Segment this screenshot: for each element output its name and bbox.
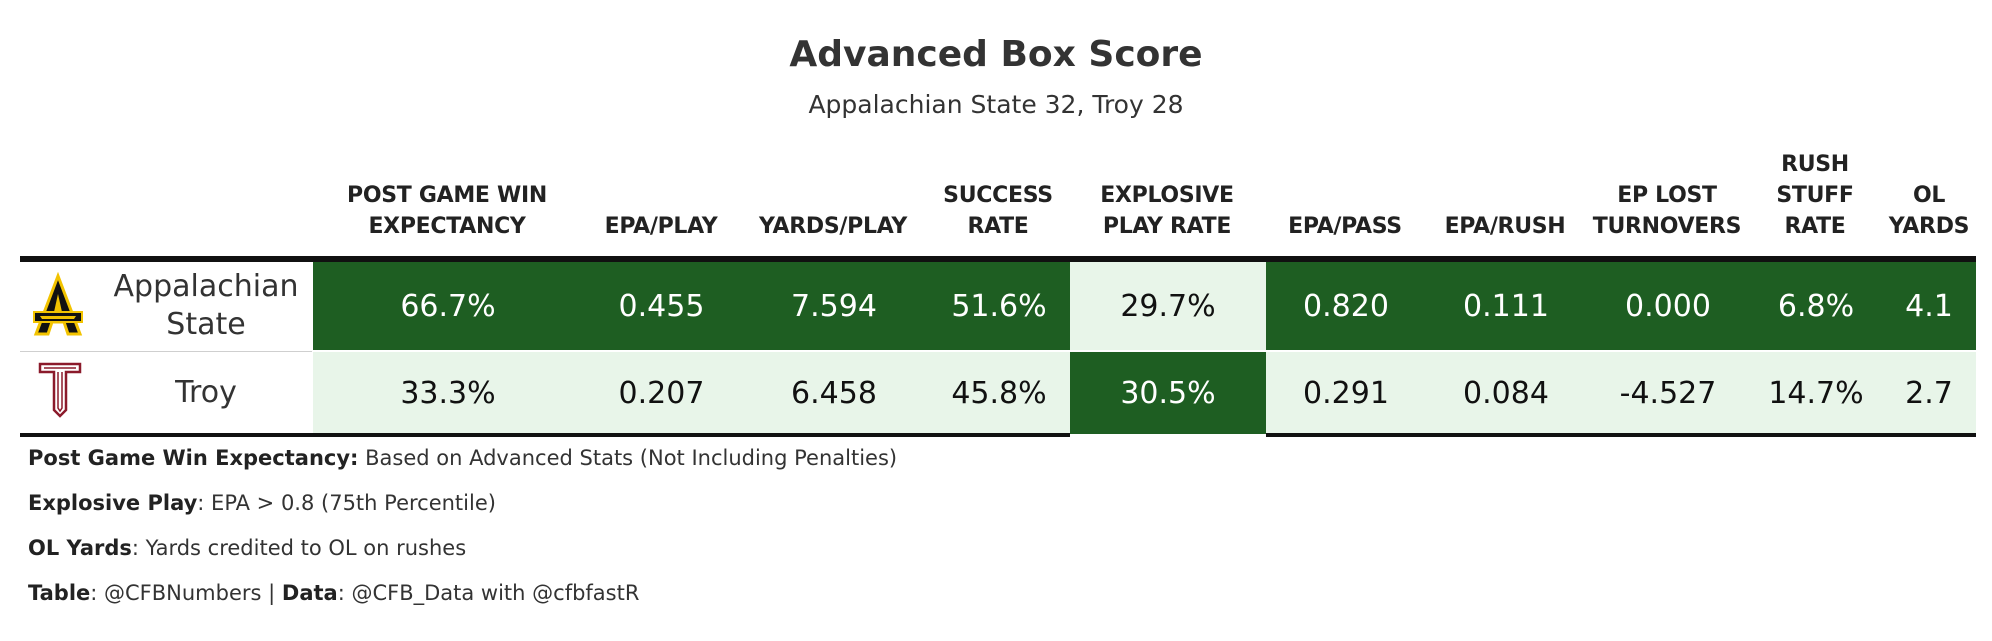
table-cell: 66.7%: [313, 262, 583, 350]
table-cell: 30.5%: [1070, 352, 1266, 434]
header-ol-yards: OL YARDS: [1888, 183, 1970, 239]
table-cell: 0.291: [1266, 352, 1426, 434]
column-headers: POST GAME WIN EXPECTANCY EPA/PLAY YARDS/P…: [0, 0, 1992, 246]
table-bottom-border: [20, 433, 1070, 437]
header-epa-pass: EPA/PASS: [1288, 214, 1402, 239]
table-cell: 29.7%: [1070, 262, 1266, 350]
team-name-troy: Troy: [175, 375, 237, 410]
table-cell: 4.1: [1882, 262, 1976, 350]
table-cell: 0.820: [1266, 262, 1426, 350]
footnote-win-expectancy: Post Game Win Expectancy: Based on Advan…: [28, 446, 898, 470]
footnote-ol-yards: OL Yards: Yards credited to OL on rushes: [28, 536, 467, 560]
table-cell: 14.7%: [1750, 352, 1882, 434]
header-rush-stuff-rate: RUSH STUFF RATE: [1776, 152, 1854, 239]
footnote-explosive-play: Explosive Play: EPA > 0.8 (75th Percenti…: [28, 491, 496, 515]
table-cell: 2.7: [1882, 352, 1976, 434]
table-cell: 6.458: [740, 352, 928, 434]
header-explosive-play-rate: EXPLOSIVE PLAY RATE: [1100, 183, 1234, 239]
table-cell: -4.527: [1586, 352, 1750, 434]
header-divider: [20, 256, 1976, 262]
table-cell: 51.6%: [928, 262, 1070, 350]
header-ep-lost-turnovers: EP LOST TURNOVERS: [1592, 183, 1742, 239]
header-epa-play: EPA/PLAY: [604, 214, 718, 239]
team-name-appalachian-state: Appalachian State: [113, 269, 299, 342]
appalachian-state-logo: [30, 271, 86, 338]
row-separator: [20, 351, 312, 352]
table-cell: 0.084: [1426, 352, 1586, 434]
table-cell: 6.8%: [1750, 262, 1882, 350]
table-subtitle: Appalachian State 32, Troy 28: [808, 90, 1184, 119]
troy-logo: [36, 360, 84, 418]
table-cell: 7.594: [740, 262, 928, 350]
table-cell: 33.3%: [313, 352, 583, 434]
header-epa-rush: EPA/RUSH: [1444, 214, 1566, 239]
footnote-credit: Table: @CFBNumbers | Data: @CFB_Data wit…: [28, 581, 640, 605]
table-cell: 0.111: [1426, 262, 1586, 350]
table-title: Advanced Box Score: [789, 34, 1203, 75]
table-cell: 0.455: [583, 262, 740, 350]
header-win-expectancy: POST GAME WIN EXPECTANCY: [347, 183, 547, 239]
table-cell: 45.8%: [928, 352, 1070, 434]
table-cell: 0.207: [583, 352, 740, 434]
table-bottom-border: [1266, 433, 1976, 437]
header-yards-play: YARDS/PLAY: [759, 214, 907, 239]
table-cell: 0.000: [1586, 262, 1750, 350]
header-success-rate: SUCCESS RATE: [943, 183, 1053, 239]
